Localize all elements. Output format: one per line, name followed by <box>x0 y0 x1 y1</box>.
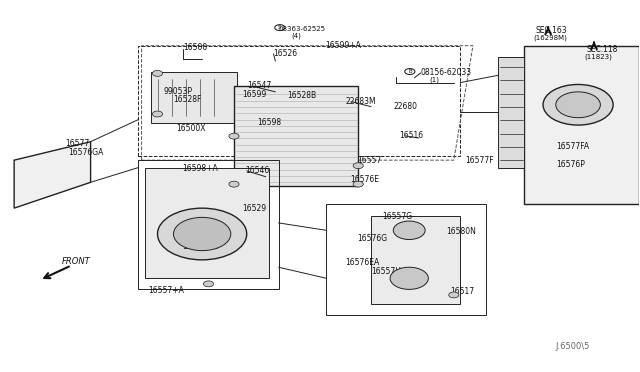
Circle shape <box>556 92 600 118</box>
Text: 16576G: 16576G <box>357 234 387 243</box>
Text: 99053P: 99053P <box>164 87 193 96</box>
Text: J.6500\5: J.6500\5 <box>556 342 590 351</box>
Text: 16500: 16500 <box>183 43 207 52</box>
Text: (4): (4) <box>291 32 301 39</box>
Circle shape <box>449 292 459 298</box>
Text: S: S <box>278 25 282 30</box>
Text: 08363-62525: 08363-62525 <box>278 26 326 32</box>
Text: 16598: 16598 <box>257 118 282 127</box>
Text: 16599: 16599 <box>243 90 266 99</box>
Circle shape <box>229 181 239 187</box>
Circle shape <box>173 217 231 251</box>
Text: (16298M): (16298M) <box>534 34 567 41</box>
Circle shape <box>543 84 613 125</box>
Polygon shape <box>499 57 524 167</box>
Text: B: B <box>408 69 412 74</box>
Text: 16576GA: 16576GA <box>68 148 104 157</box>
Text: 16599+A: 16599+A <box>325 41 361 50</box>
Polygon shape <box>14 142 91 208</box>
Text: 16577: 16577 <box>65 139 90 148</box>
Text: 16576E: 16576E <box>351 175 380 184</box>
Polygon shape <box>145 167 269 278</box>
Text: FRONT: FRONT <box>62 257 91 266</box>
Text: 16598+A: 16598+A <box>182 164 218 173</box>
Text: SEC.163: SEC.163 <box>536 26 567 35</box>
Text: 16516: 16516 <box>399 131 424 140</box>
Text: 16598+A: 16598+A <box>182 243 218 251</box>
Text: SEC.118: SEC.118 <box>586 45 618 54</box>
Text: (1): (1) <box>429 76 440 83</box>
Text: 16547: 16547 <box>246 81 271 90</box>
Circle shape <box>152 111 163 117</box>
Text: 16526: 16526 <box>273 49 298 58</box>
Text: 16528B: 16528B <box>287 91 316 100</box>
Text: 16557G: 16557G <box>382 212 412 221</box>
Text: 08156-62033: 08156-62033 <box>420 68 472 77</box>
Text: 22683M: 22683M <box>346 97 376 106</box>
Polygon shape <box>151 71 237 123</box>
Text: 16580N: 16580N <box>446 227 476 235</box>
Text: 16576P: 16576P <box>556 160 585 169</box>
Circle shape <box>229 133 239 139</box>
Circle shape <box>353 181 364 187</box>
Polygon shape <box>234 86 358 186</box>
Text: 22680: 22680 <box>394 102 417 111</box>
Polygon shape <box>371 215 460 304</box>
Text: 16517: 16517 <box>451 287 475 296</box>
Text: 16557: 16557 <box>357 156 381 166</box>
Text: 16576EA: 16576EA <box>346 258 380 267</box>
Circle shape <box>152 70 163 76</box>
Text: 16577FA: 16577FA <box>556 142 589 151</box>
Circle shape <box>394 221 425 240</box>
Circle shape <box>353 163 364 169</box>
Circle shape <box>157 208 246 260</box>
Text: (11823): (11823) <box>584 54 612 60</box>
Text: 16528F: 16528F <box>173 95 202 104</box>
Circle shape <box>204 281 214 287</box>
Polygon shape <box>524 46 639 205</box>
Text: 16546: 16546 <box>246 166 269 174</box>
Circle shape <box>390 267 428 289</box>
Text: 16557H: 16557H <box>371 267 401 276</box>
Text: 16500X: 16500X <box>177 124 206 133</box>
Text: 16529: 16529 <box>243 203 266 213</box>
Text: 16577F: 16577F <box>465 156 494 166</box>
Text: 16557+A: 16557+A <box>148 286 184 295</box>
